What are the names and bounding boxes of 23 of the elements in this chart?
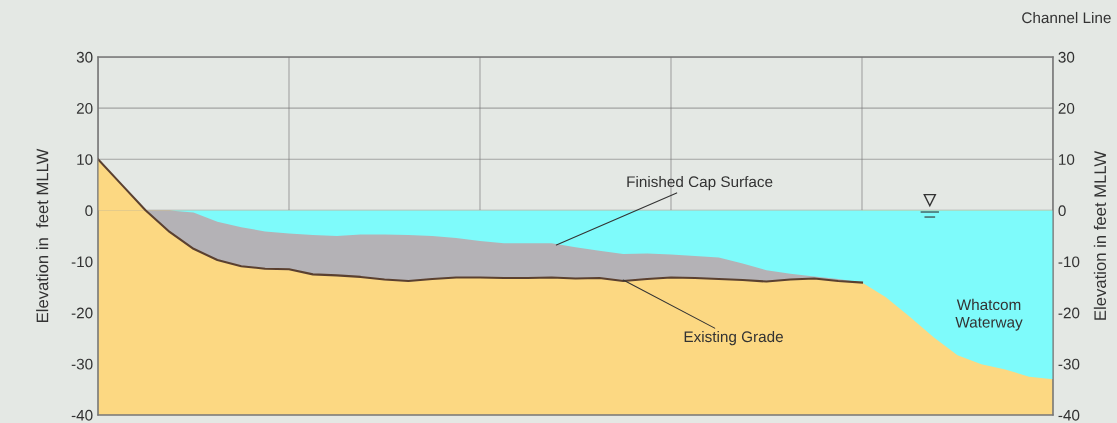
y2-tick-label: -20 [1058,307,1080,319]
y2-tick-label: -10 [1058,256,1080,268]
y-tick-label: -30 [71,358,93,370]
y-tick-label: -40 [71,409,93,421]
text: Channel Line [1022,11,1111,24]
y2-axis-title: Elevation in feet MLLW [1093,150,1107,320]
annotation: Whatcom Waterway [955,298,1023,331]
y2-tick-label: 30 [1058,51,1075,63]
y2-tick-label: -30 [1058,358,1080,370]
annotation: Existing Grade [684,330,783,346]
y-tick-label: -20 [71,307,93,319]
y2-tick-label: -40 [1058,409,1080,421]
y-tick-label: -10 [71,256,93,268]
y-tick-label: 20 [76,103,93,114]
y-axis-title: Elevation in feet MLLW [36,148,49,323]
y2-tick-label: 10 [1059,154,1075,165]
y-tick-label: 0 [85,205,93,217]
y2-tick-label: 0 [1058,205,1066,217]
y-tick-label: 30 [76,51,93,63]
annotation: Finished Cap Surface [627,175,773,191]
y-tick-label: 10 [77,154,93,165]
y2-tick-label: 20 [1058,103,1075,114]
line-series [98,158,864,284]
